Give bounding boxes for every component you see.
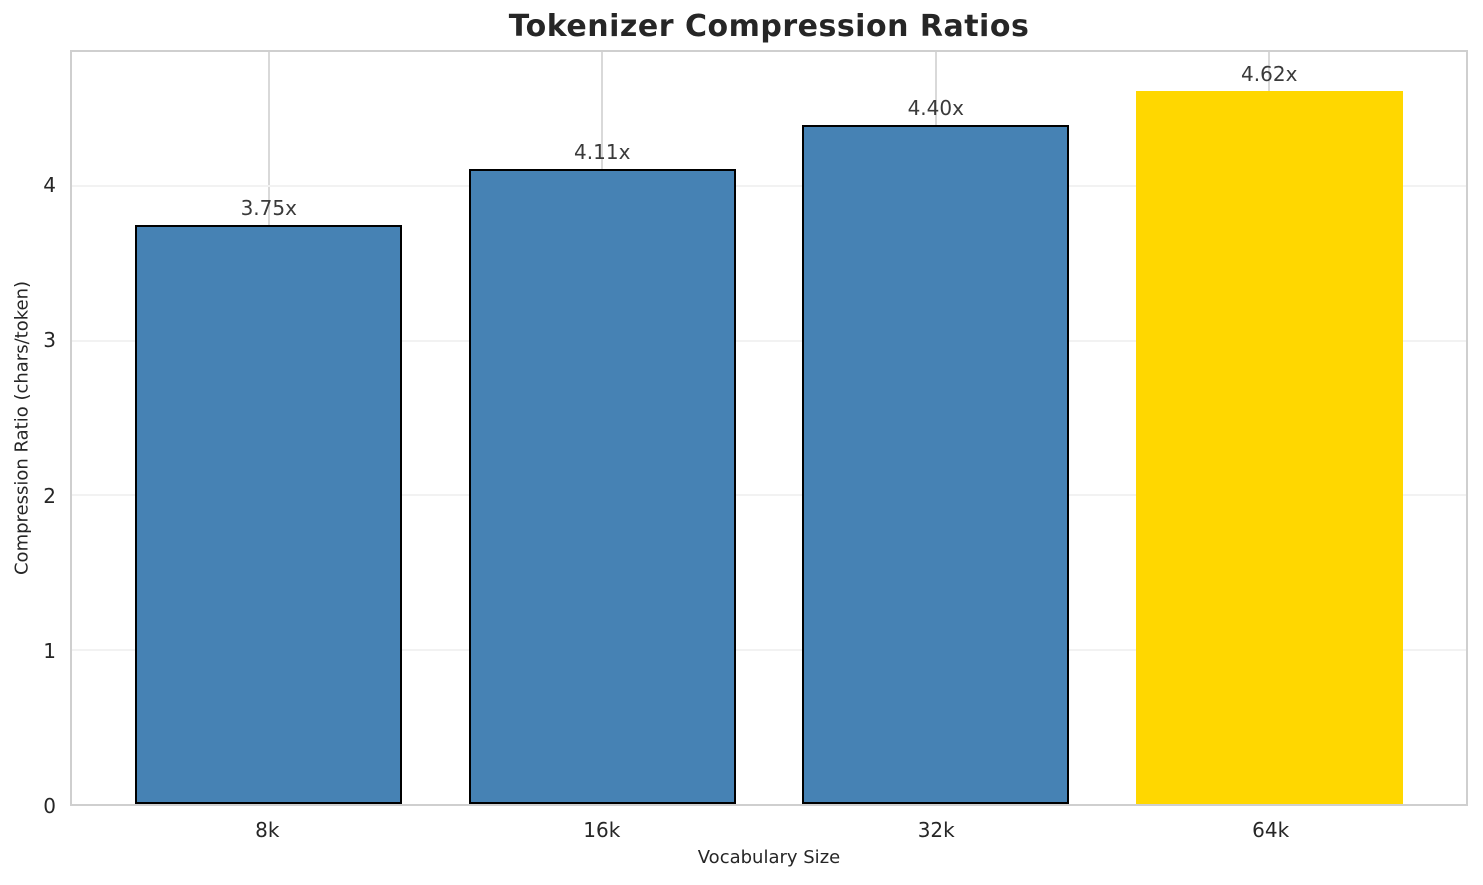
gridline-horizontal <box>72 185 1466 188</box>
bar-32k <box>802 124 1070 804</box>
bar-value-label: 3.75x <box>240 195 297 220</box>
x-tick-label-16k: 16k <box>583 818 621 842</box>
bar-value-label: 4.40x <box>907 95 964 120</box>
gridline-horizontal <box>72 339 1466 342</box>
gridline-horizontal <box>72 648 1466 651</box>
bar-value-label: 4.11x <box>574 140 631 165</box>
y-tick-label: 0 <box>43 794 56 818</box>
y-tick-label: 4 <box>43 173 56 198</box>
y-tick-label: 2 <box>43 483 56 508</box>
y-tick-label: 3 <box>43 328 56 353</box>
bar-8k <box>135 224 403 804</box>
y-axis-label: Compression Ratio (chars/token) <box>11 280 33 576</box>
chart-title: Tokenizer Compression Ratios <box>508 9 1030 44</box>
x-tick-label-64k: 64k <box>1252 818 1290 842</box>
plot-area: 3.75x 4.11x 4.40x 4.62x <box>70 50 1468 806</box>
gridline-horizontal <box>72 494 1466 497</box>
bar-value-label: 4.62x <box>1241 61 1298 86</box>
bar-16k <box>468 169 736 804</box>
x-axis-label: Vocabulary Size <box>697 847 841 868</box>
bar-64k <box>1135 90 1403 804</box>
x-tick-label-8k: 8k <box>255 818 280 842</box>
y-tick-label: 1 <box>43 638 56 663</box>
x-tick-label-32k: 32k <box>917 818 955 842</box>
